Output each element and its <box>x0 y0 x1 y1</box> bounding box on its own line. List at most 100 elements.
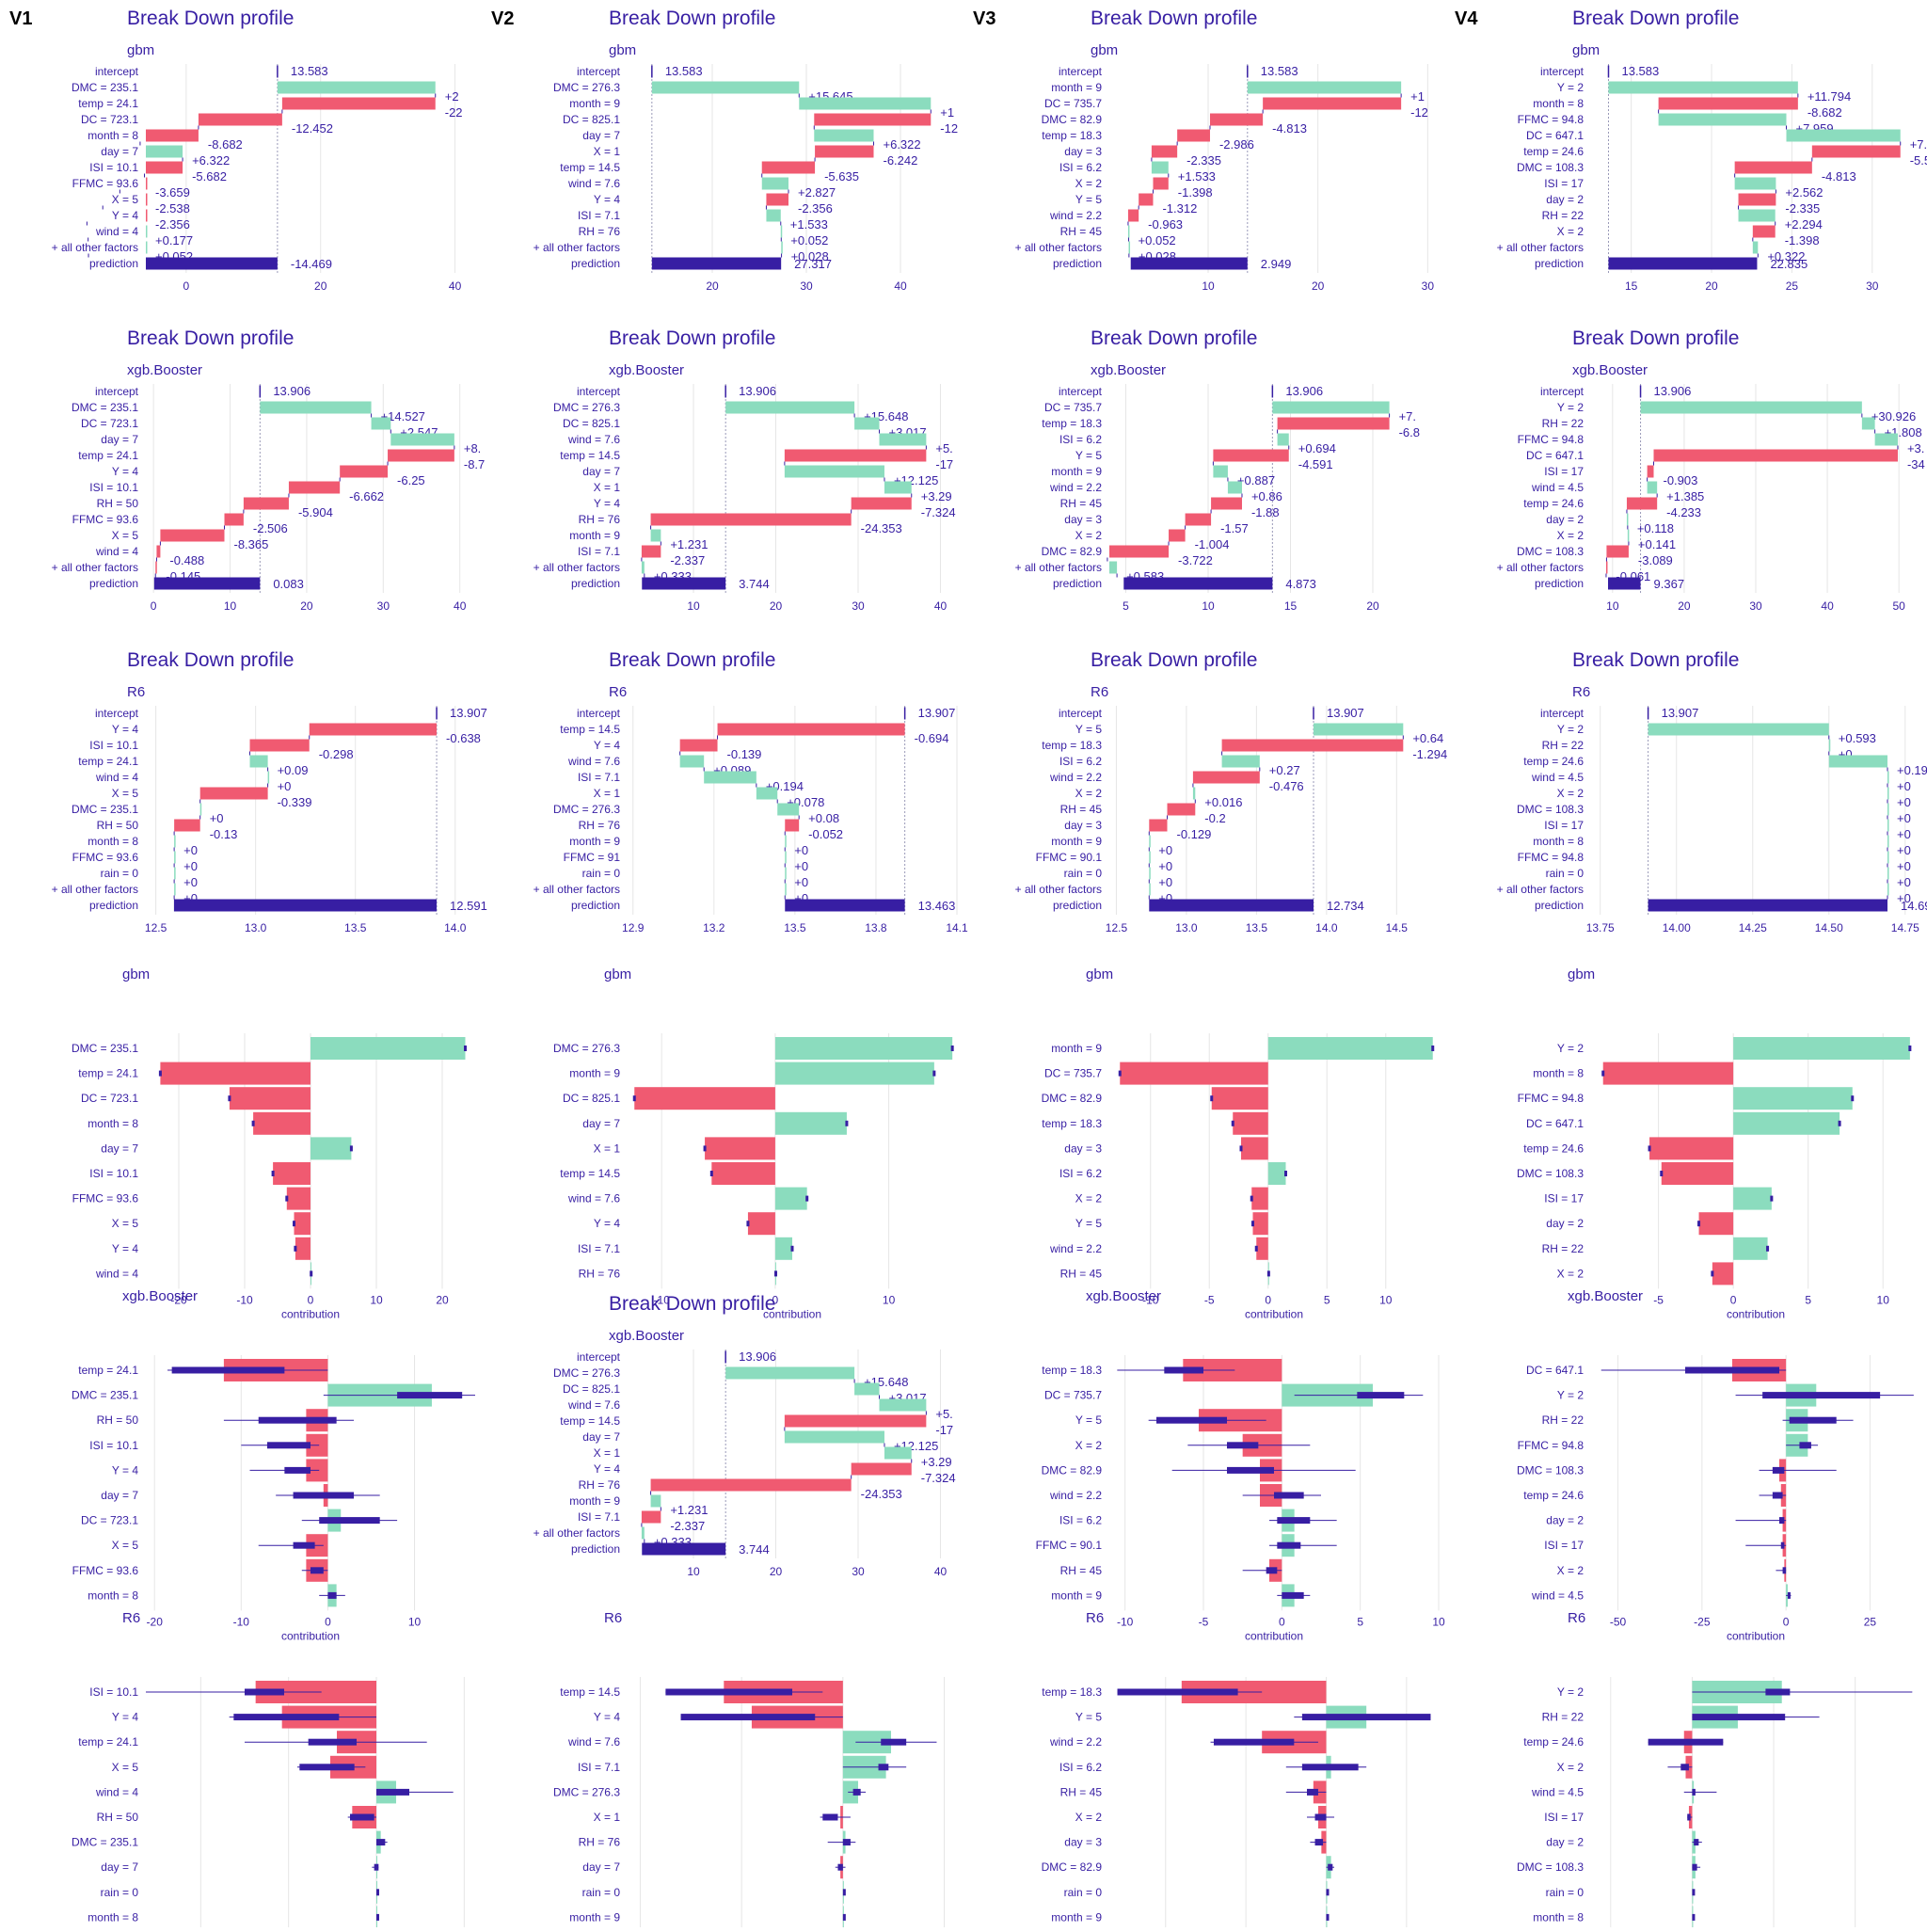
x-tick-label: 30 <box>852 599 865 613</box>
row-label: day = 2 <box>1546 1217 1584 1230</box>
value-label: 13.907 <box>450 706 487 720</box>
contribution-bar <box>146 241 148 254</box>
row-label: prediction <box>571 577 620 590</box>
panel-title: Break Down profile <box>609 327 775 349</box>
x-tick-label: -10 <box>236 1293 253 1306</box>
row-label: Y = 2 <box>1557 1042 1584 1055</box>
row-label: prediction <box>571 257 620 270</box>
row-label: intercept <box>577 707 621 720</box>
x-tick-label: 20 <box>1705 279 1718 293</box>
contribution-bar <box>1786 129 1901 142</box>
value-label: -0.339 <box>278 795 312 809</box>
box <box>319 1517 380 1525</box>
row-label: day = 3 <box>1064 145 1102 158</box>
value-label: -12.452 <box>292 121 333 136</box>
x-tick-label: -20 <box>147 1615 164 1628</box>
value-label: -1.398 <box>1178 185 1213 200</box>
value-mark <box>1118 1070 1122 1077</box>
row-label: temp = 14.5 <box>560 723 620 736</box>
x-tick-label: 40 <box>1821 599 1834 613</box>
row-label: RH = 22 <box>1542 209 1585 222</box>
value-mark <box>1908 1046 1912 1051</box>
row-label: temp = 18.3 <box>1042 1364 1102 1377</box>
row-label: intercept <box>95 65 139 78</box>
row-label: X = 2 <box>1075 1439 1103 1452</box>
row-label: ISI = 6.2 <box>1059 1761 1102 1774</box>
contribution-bar <box>1151 161 1169 174</box>
value-label: -5.5 <box>1910 153 1927 168</box>
row-label: day = 7 <box>582 1430 620 1444</box>
value-label: -0.052 <box>808 827 843 841</box>
x-tick-label: 10 <box>687 599 700 613</box>
contribution-bar <box>1811 145 1901 158</box>
contribution-bar <box>1149 819 1168 832</box>
row-label: X = 1 <box>594 481 621 494</box>
box <box>1762 1392 1881 1399</box>
value-label: +2.827 <box>798 185 836 200</box>
value-label: +0.09 <box>278 763 309 777</box>
contribution-bar <box>679 739 718 752</box>
value-label: -12 <box>940 121 958 136</box>
panel-subtitle: gbm <box>1091 42 1118 58</box>
row-label: month = 8 <box>88 835 138 848</box>
box <box>311 1567 324 1574</box>
value-label: +0.028 <box>791 249 829 263</box>
row-label: RH = 76 <box>579 225 621 238</box>
row-label: FFMC = 93.6 <box>72 177 139 190</box>
box <box>1274 1492 1304 1499</box>
row-label: RH = 76 <box>579 819 621 832</box>
contribution-bar <box>1128 241 1131 254</box>
contribution-bar <box>294 1212 311 1236</box>
contribution-bar <box>784 465 884 478</box>
contribution-bar <box>1252 1212 1268 1236</box>
x-tick-label: 15 <box>1625 279 1638 293</box>
contribution-bar <box>1314 723 1404 736</box>
row-label: temp = 24.6 <box>1523 497 1584 510</box>
row-label: X = 1 <box>594 1142 621 1155</box>
row-label: month = 9 <box>1051 1910 1102 1924</box>
contribution-bar <box>784 1430 884 1444</box>
prediction-label: 4.873 <box>1285 577 1316 591</box>
contribution-bar <box>1626 513 1629 526</box>
value-label: +0 <box>794 859 808 873</box>
value-label: 13.583 <box>291 64 328 78</box>
row-label: day = 7 <box>101 1489 138 1502</box>
row-label: prediction <box>1053 577 1102 590</box>
row-label: prediction <box>571 1542 620 1556</box>
box <box>1694 1839 1699 1846</box>
contribution-bar <box>1661 1162 1734 1185</box>
row-label: day = 3 <box>1064 819 1102 832</box>
value-label: -6.242 <box>884 153 918 168</box>
contribution-bar <box>1887 819 1889 832</box>
contribution-bar <box>1626 497 1658 510</box>
value-label: +0.322 <box>1767 249 1805 263</box>
panel-subtitle: xgb.Booster <box>609 362 684 378</box>
row-label: rain = 0 <box>101 1886 139 1899</box>
row-label: DC = 723.1 <box>81 1092 138 1105</box>
value-label: -34 <box>1907 457 1925 471</box>
contribution-bar <box>1267 1037 1433 1060</box>
contribution-bar <box>1221 739 1404 752</box>
value-label: +0.08 <box>808 811 839 825</box>
value-label: -4.813 <box>1822 169 1856 184</box>
value-mark <box>1766 1245 1770 1252</box>
row-label: RH = 22 <box>1542 417 1585 430</box>
row-label: prediction <box>1053 257 1102 270</box>
box <box>1692 1863 1697 1871</box>
row-label: intercept <box>95 707 139 720</box>
value-label: -2.337 <box>670 553 705 567</box>
row-label: DMC = 82.9 <box>1042 545 1103 558</box>
box <box>374 1863 379 1871</box>
row-label: RH = 45 <box>1060 1564 1103 1577</box>
contribution-bar <box>1602 1062 1734 1085</box>
value-label: +0 <box>1897 875 1911 889</box>
row-label: rain = 0 <box>1546 1886 1585 1899</box>
value-label: +0 <box>210 811 224 825</box>
x-tick-label: 40 <box>934 599 948 613</box>
contribution-bar <box>174 819 200 832</box>
row-label: Y = 2 <box>1557 723 1584 736</box>
row-label: wind = 7.6 <box>567 1398 620 1412</box>
box <box>1164 1366 1203 1374</box>
row-label: ISI = 6.2 <box>1059 161 1102 174</box>
x-tick-label: 13.5 <box>344 921 367 934</box>
